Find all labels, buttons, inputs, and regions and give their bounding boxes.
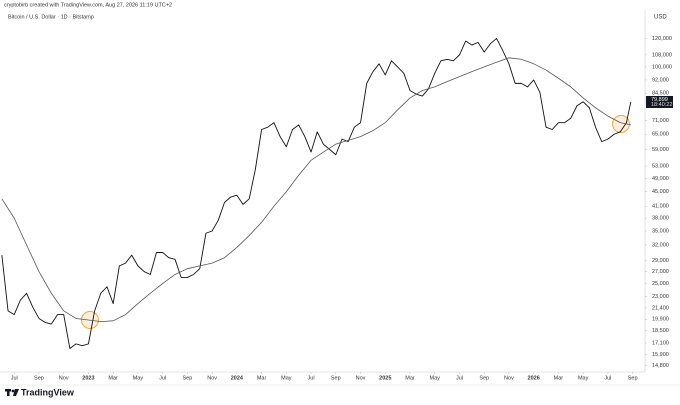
x-tick-label: Nov — [59, 375, 69, 381]
y-tick-label: 27,000 — [652, 269, 669, 275]
x-tick-label: Jul — [308, 375, 315, 381]
x-tick-label: Jul — [456, 375, 463, 381]
y-tick-label: 45,000 — [652, 189, 669, 195]
x-tick-label: Jul — [159, 375, 166, 381]
x-tick-label: 2025 — [379, 375, 391, 381]
y-tick-label: 65,000 — [652, 132, 669, 138]
x-tick-label: Jul — [11, 375, 18, 381]
x-tick-label: Mar — [108, 375, 118, 381]
x-tick-label: 2024 — [231, 375, 244, 381]
x-tick-label: 2026 — [528, 375, 540, 381]
brand: TradingView — [21, 387, 75, 397]
header: cryptobirb created with TradingView.com,… — [4, 2, 172, 8]
y-tick-label: 17,100 — [652, 340, 669, 346]
y-tick-label: 29,000 — [652, 258, 669, 264]
y-tick-label: 120,000 — [652, 36, 672, 42]
moving-average-line — [1, 57, 631, 323]
x-tick-label: 2023 — [82, 375, 94, 381]
y-tick-label: 18,500 — [652, 328, 669, 334]
last-price-label: 79,899 — [651, 97, 668, 103]
x-tick-label: Nov — [207, 375, 217, 381]
y-tick-label: 32,000 — [652, 242, 669, 248]
y-tick-label: 59,000 — [652, 147, 669, 153]
brand-logo — [5, 389, 19, 396]
y-tick-label: 23,000 — [652, 294, 669, 300]
y-tick-label: 49,000 — [652, 176, 669, 182]
y-axis-label: USD — [654, 15, 667, 21]
x-tick-label: Mar — [554, 375, 564, 381]
y-tick-label: 84,500 — [652, 91, 669, 97]
y-tick-label: 35,000 — [652, 228, 669, 234]
price-line — [1, 37, 632, 349]
y-tick-label: 21,400 — [652, 305, 669, 311]
y-tick-label: 19,900 — [652, 317, 669, 323]
y-tick-label: 100,000 — [652, 64, 672, 70]
x-tick-label: Nov — [504, 375, 514, 381]
x-tick-label: Mar — [257, 375, 267, 381]
y-tick-label: 15,900 — [652, 352, 669, 358]
x-tick-label: Sep — [182, 375, 192, 381]
y-tick-label: 108,000 — [652, 52, 672, 58]
countdown-label: 18:40:22 — [651, 102, 672, 108]
y-tick-label: 53,000 — [652, 164, 669, 170]
last-price-box — [646, 95, 673, 108]
y-tick-label: 14,800 — [652, 363, 669, 369]
x-tick-label: Sep — [34, 375, 44, 381]
y-tick-label: 41,000 — [652, 204, 669, 210]
x-tick-label: Mar — [405, 375, 415, 381]
x-tick-label: May — [133, 375, 144, 381]
x-tick-label: Sep — [331, 375, 341, 381]
x-tick-label: Jul — [604, 375, 611, 381]
highlight-circle — [612, 115, 630, 133]
subtitle: Bitcoin / U.S. Dollar · 1D · Bitstamp — [8, 14, 94, 20]
y-tick-label: 71,000 — [652, 118, 669, 124]
x-tick-label: Sep — [479, 375, 489, 381]
x-tick-label: May — [430, 375, 441, 381]
y-tick-label: 38,000 — [652, 216, 669, 222]
x-tick-label: May — [578, 375, 589, 381]
x-tick-label: May — [281, 375, 292, 381]
x-tick-label: Sep — [628, 375, 638, 381]
y-tick-label: 25,000 — [652, 281, 669, 287]
y-tick-label: 92,000 — [652, 77, 669, 83]
x-tick-label: Nov — [356, 375, 366, 381]
